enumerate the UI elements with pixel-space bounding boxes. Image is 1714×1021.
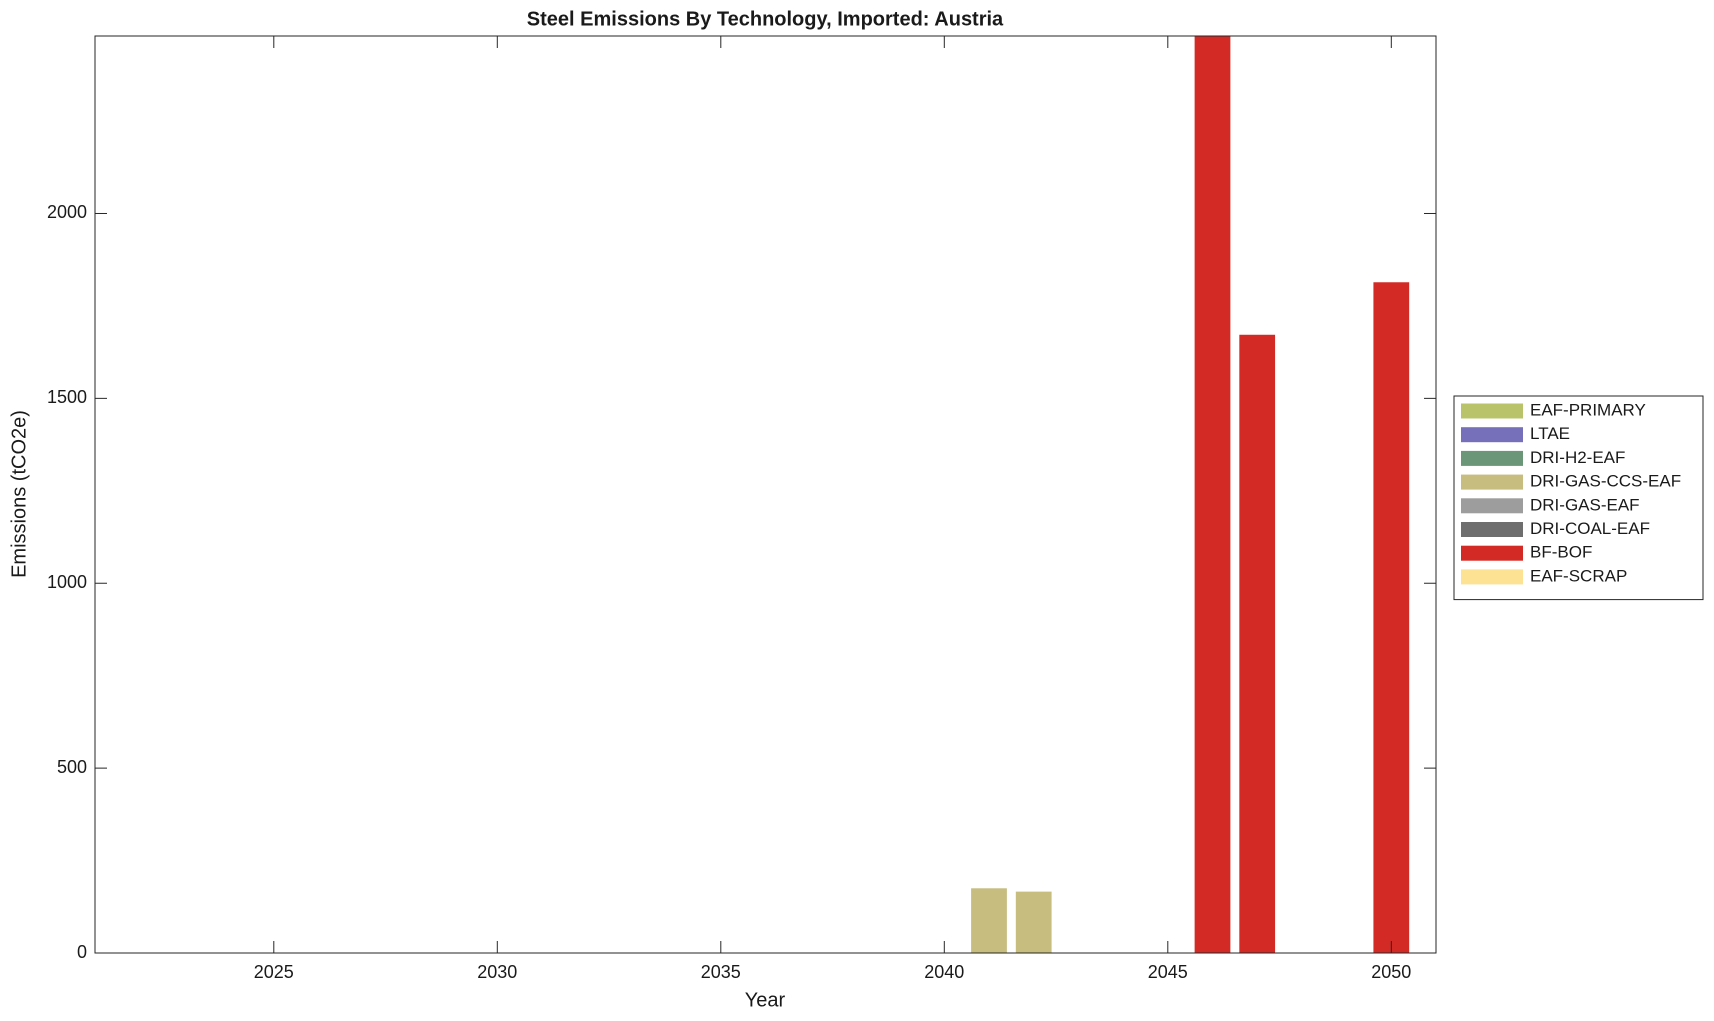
bar-segment: [1239, 334, 1276, 953]
legend-label: EAF-PRIMARY: [1530, 400, 1646, 419]
legend-swatch: [1461, 427, 1523, 443]
legend-swatch: [1461, 450, 1523, 466]
legend-label: BF-BOF: [1530, 543, 1592, 562]
legend-swatch: [1461, 498, 1523, 514]
chart-title: Steel Emissions By Technology, Imported:…: [527, 8, 1004, 30]
x-axis-label: Year: [745, 989, 786, 1011]
y-tick-label: 0: [77, 942, 87, 962]
y-axis-label: Emissions (tCO2e): [8, 410, 30, 578]
y-tick-label: 1500: [47, 387, 87, 407]
legend-label: DRI-COAL-EAF: [1530, 519, 1650, 538]
y-tick-label: 2000: [47, 202, 87, 222]
y-tick-label: 1000: [47, 572, 87, 592]
legend-label: DRI-GAS-EAF: [1530, 495, 1640, 514]
bar-segment: [971, 888, 1007, 953]
x-tick-label: 2050: [1371, 962, 1411, 982]
plot-frame: [94, 35, 1437, 954]
x-tick-label: 2040: [924, 962, 964, 982]
legend-label: DRI-GAS-CCS-EAF: [1530, 472, 1681, 491]
x-tick-label: 2025: [254, 962, 294, 982]
x-tick-label: 2045: [1148, 962, 1188, 982]
legend-swatch: [1461, 569, 1523, 585]
legend-swatch: [1461, 522, 1523, 537]
bar-segment: [1015, 891, 1052, 953]
y-tick-label: 500: [57, 757, 87, 777]
legend-swatch: [1461, 545, 1523, 561]
x-tick-label: 2030: [477, 962, 517, 982]
legend-label: DRI-H2-EAF: [1530, 448, 1625, 467]
legend-swatch: [1461, 403, 1523, 419]
legend-label: LTAE: [1530, 424, 1570, 443]
legend-swatch: [1461, 474, 1523, 490]
bar-segment: [1194, 36, 1231, 953]
x-tick-label: 2035: [701, 962, 741, 982]
legend-label: EAF-SCRAP: [1530, 566, 1627, 585]
bar-segment: [1373, 282, 1410, 953]
